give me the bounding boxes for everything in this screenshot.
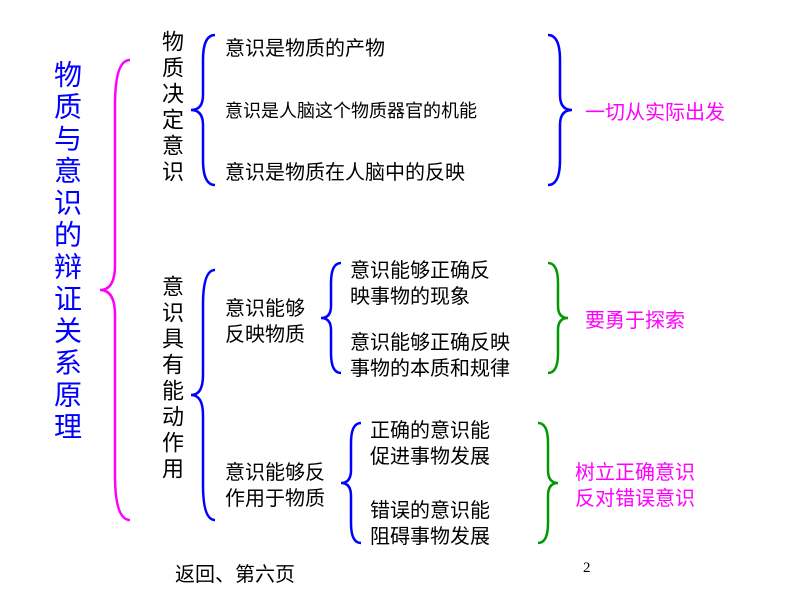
cat1-open-brace — [185, 30, 225, 190]
sub1-leaf-0: 意识能够正确反 映事物的现象 — [350, 258, 490, 310]
sub1-open-brace — [315, 258, 350, 378]
root-title: 物质与意识的辩证关系原理 — [45, 60, 85, 444]
cat1-title: 物质决定意识 — [155, 30, 187, 186]
cat1-conclusion: 一切从实际出发 — [585, 100, 725, 126]
sub1-label: 意识能够 反映物质 — [225, 296, 305, 348]
sub2-leaf-1: 错误的意识能 阻碍事物发展 — [370, 498, 490, 550]
cat1-close-brace — [540, 30, 580, 190]
cat1-leaf-0: 意识是物质的产物 — [225, 36, 385, 62]
cat1-leaf-2: 意识是物质在人脑中的反映 — [225, 160, 465, 186]
cat2-open-brace — [185, 265, 225, 525]
root-brace — [90, 55, 140, 525]
sub1-close-brace — [540, 258, 575, 378]
cat2-title: 意识具有能动作用 — [155, 275, 187, 483]
sub2-leaf-0: 正确的意识能 促进事物发展 — [370, 418, 490, 470]
sub1-leaf-1: 意识能够正确反映 事物的本质和规律 — [350, 330, 510, 382]
footer-text: 返回、第六页 — [175, 558, 295, 587]
sub1-conclusion: 要勇于探索 — [585, 308, 685, 334]
cat1-leaf-1: 意识是人脑这个物质器官的机能 — [225, 100, 477, 123]
sub2-open-brace — [335, 418, 370, 548]
page-number: 2 — [583, 560, 591, 577]
sub2-close-brace — [530, 418, 565, 548]
sub2-conclusion: 树立正确意识 反对错误意识 — [575, 460, 695, 512]
sub2-label: 意识能够反 作用于物质 — [225, 460, 325, 512]
